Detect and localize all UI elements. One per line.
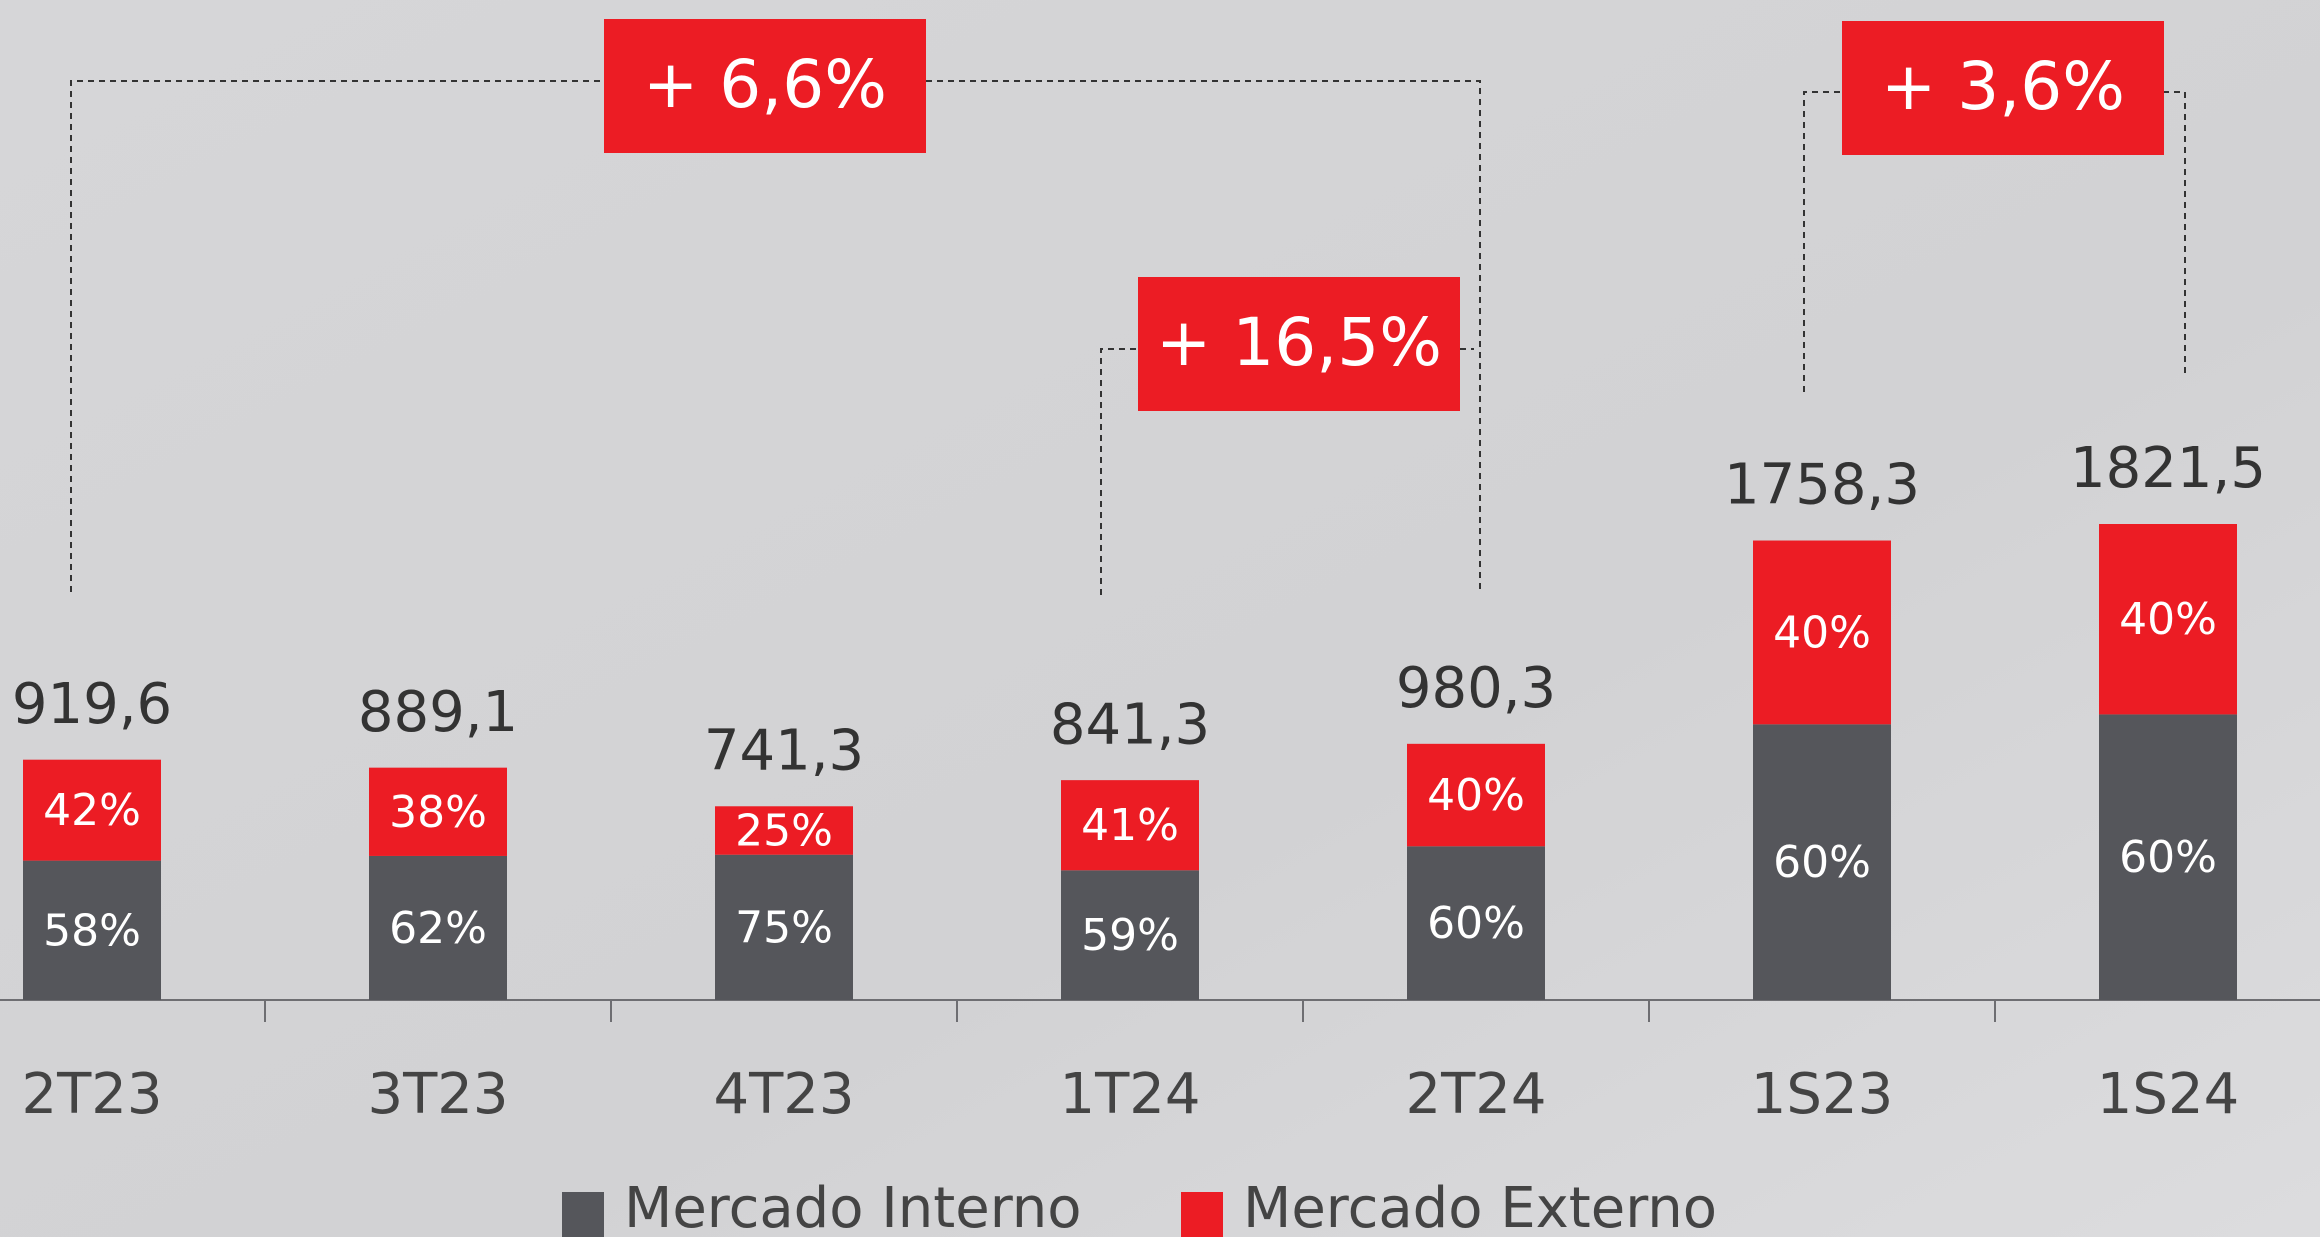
segment-label: 40% <box>1427 770 1525 821</box>
total-label: 741,3 <box>704 718 864 783</box>
total-label: 980,3 <box>1396 656 1556 721</box>
x-tick-label: 4T23 <box>713 1062 854 1127</box>
bar-segment <box>2099 524 2237 715</box>
legend-label: Mercado Externo <box>1243 1176 1717 1237</box>
x-tick-label: 1T24 <box>1059 1062 1200 1127</box>
segment-label: 38% <box>389 787 487 838</box>
annotation: + 3,6% <box>1881 48 2125 125</box>
bar-segment <box>715 806 853 855</box>
total-label: 1758,3 <box>1724 453 1920 518</box>
total-label: 841,3 <box>1050 692 1210 757</box>
bar-segment <box>1407 846 1545 1000</box>
total-label: 1821,5 <box>2070 436 2266 501</box>
annotation: + 16,5% <box>1156 304 1442 381</box>
total-label: 889,1 <box>358 680 518 745</box>
bar-segment <box>1753 540 1891 725</box>
segment-label: 40% <box>2119 594 2217 645</box>
legend-swatch <box>562 1192 604 1237</box>
segment-label: 40% <box>1773 607 1871 658</box>
x-tick-label: 1S23 <box>1751 1062 1893 1127</box>
bar-segment <box>1753 724 1891 1000</box>
annotation: + 6,6% <box>643 46 887 123</box>
bar-segment <box>369 767 507 856</box>
annotation-box <box>1138 277 1460 411</box>
bracket <box>70 80 1481 592</box>
legend-swatch <box>1181 1192 1223 1237</box>
bar-segment <box>23 860 161 1000</box>
segment-label: 41% <box>1081 800 1179 851</box>
segment-label: 25% <box>735 805 833 856</box>
legend-label: Mercado Interno <box>624 1176 1082 1237</box>
bar-segment <box>1061 870 1199 1000</box>
segment-label: 62% <box>389 903 487 954</box>
x-tick-label: 1S24 <box>2097 1062 2239 1127</box>
annotation-box <box>1842 21 2164 155</box>
annotation-box <box>604 19 926 153</box>
bar-segment <box>1061 780 1199 871</box>
bar-segment <box>2099 714 2237 1000</box>
bracket <box>1803 91 2186 392</box>
segment-label: 58% <box>43 905 141 956</box>
segment-label: 42% <box>43 785 141 836</box>
segment-label: 60% <box>1427 898 1525 949</box>
bracket <box>1100 348 1474 595</box>
bar-segment <box>23 759 161 861</box>
segment-label: 60% <box>1773 837 1871 888</box>
total-label: 919,6 <box>12 672 172 737</box>
bar-segment <box>715 854 853 1000</box>
segment-label: 59% <box>1081 910 1179 961</box>
x-tick-label: 2T24 <box>1405 1062 1546 1127</box>
bar-segment <box>369 855 507 1000</box>
x-tick-label: 2T23 <box>21 1062 162 1127</box>
segment-label: 60% <box>2119 832 2217 883</box>
bar-segment <box>1407 743 1545 847</box>
x-tick-label: 3T23 <box>367 1062 508 1127</box>
segment-label: 75% <box>735 902 833 953</box>
